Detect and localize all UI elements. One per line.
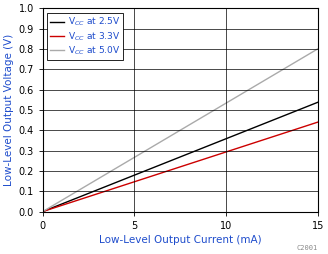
V$_{CC}$ at 3.3V <box>204 157 208 160</box>
V$_{CC}$ at 2.5V <box>204 145 208 148</box>
V$_{CC}$ at 5.0V <box>171 133 175 136</box>
V$_{CC}$ at 3.3V <box>190 162 194 165</box>
V$_{CC}$ at 5.0V <box>190 122 194 125</box>
V$_{CC}$ at 5.0V <box>41 210 45 213</box>
Line: V$_{CC}$ at 2.5V: V$_{CC}$ at 2.5V <box>43 102 318 212</box>
V$_{CC}$ at 5.0V <box>204 113 208 116</box>
V$_{CC}$ at 2.5V <box>266 120 270 123</box>
Y-axis label: Low-Level Output Voltage (V): Low-Level Output Voltage (V) <box>4 34 14 186</box>
V$_{CC}$ at 3.3V <box>266 137 270 140</box>
Line: V$_{CC}$ at 5.0V: V$_{CC}$ at 5.0V <box>43 49 318 212</box>
V$_{CC}$ at 5.0V <box>266 77 270 80</box>
Line: V$_{CC}$ at 3.3V: V$_{CC}$ at 3.3V <box>43 122 318 212</box>
V$_{CC}$ at 2.5V <box>171 158 175 161</box>
Legend: V$_{CC}$ at 2.5V, V$_{CC}$ at 3.3V, V$_{CC}$ at 5.0V: V$_{CC}$ at 2.5V, V$_{CC}$ at 3.3V, V$_{… <box>47 13 123 60</box>
V$_{CC}$ at 2.5V <box>190 151 194 154</box>
X-axis label: Low-Level Output Current (mA): Low-Level Output Current (mA) <box>99 235 261 245</box>
V$_{CC}$ at 2.5V <box>316 101 319 104</box>
V$_{CC}$ at 2.5V <box>41 210 45 213</box>
V$_{CC}$ at 2.5V <box>309 103 313 106</box>
V$_{CC}$ at 2.5V <box>173 157 177 161</box>
V$_{CC}$ at 3.3V <box>316 121 319 124</box>
V$_{CC}$ at 5.0V <box>173 132 177 135</box>
V$_{CC}$ at 3.3V <box>309 123 313 126</box>
V$_{CC}$ at 3.3V <box>173 167 177 170</box>
Text: C2001: C2001 <box>297 245 318 251</box>
V$_{CC}$ at 5.0V <box>309 51 313 54</box>
V$_{CC}$ at 3.3V <box>41 210 45 213</box>
V$_{CC}$ at 5.0V <box>316 47 319 51</box>
V$_{CC}$ at 3.3V <box>171 168 175 171</box>
